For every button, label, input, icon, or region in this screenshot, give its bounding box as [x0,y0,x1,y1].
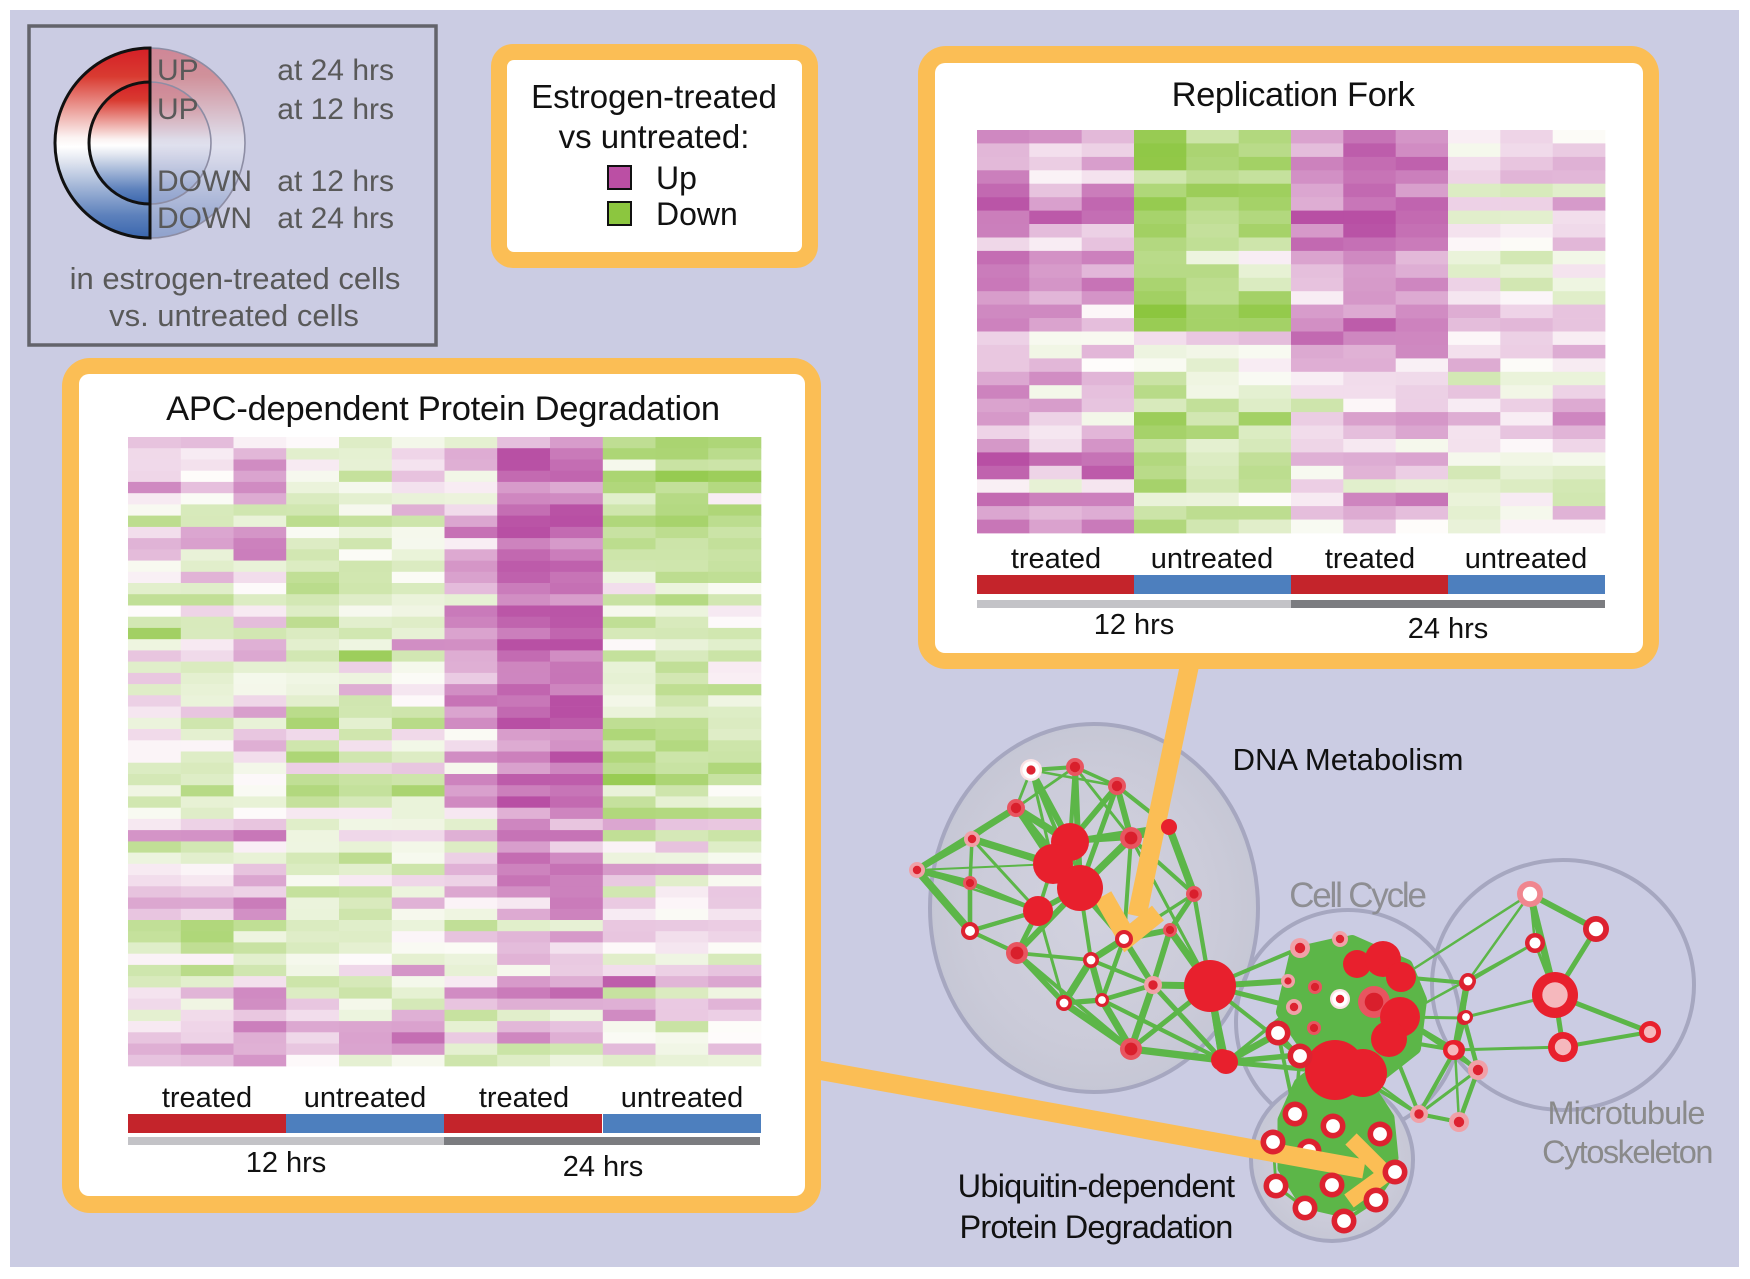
svg-text:Estrogen-treated: Estrogen-treated [531,78,777,115]
svg-text:treated: treated [162,1082,252,1114]
svg-text:Cytoskeleton: Cytoskeleton [1542,1134,1712,1170]
svg-text:treated: treated [1011,543,1101,575]
svg-text:DOWN: DOWN [157,165,252,198]
svg-text:UP: UP [157,54,199,87]
svg-text:Ubiquitin-dependent: Ubiquitin-dependent [958,1168,1235,1204]
svg-text:vs. untreated cells: vs. untreated cells [109,298,359,333]
svg-text:untreated: untreated [1151,543,1274,575]
svg-text:treated: treated [1325,543,1415,575]
svg-text:untreated: untreated [1465,543,1588,575]
svg-text:DOWN: DOWN [157,202,252,235]
svg-text:at 12 hrs: at 12 hrs [277,165,394,198]
svg-text:12 hrs: 12 hrs [246,1147,327,1179]
svg-text:at 24 hrs: at 24 hrs [277,202,394,235]
svg-text:UP: UP [157,93,199,126]
svg-text:24 hrs: 24 hrs [563,1151,644,1183]
svg-text:at 24 hrs: at 24 hrs [277,54,394,87]
svg-text:untreated: untreated [621,1082,744,1114]
svg-text:Microtubule: Microtubule [1548,1095,1705,1131]
svg-text:vs untreated:: vs untreated: [559,118,750,155]
svg-text:in estrogen-treated cells: in estrogen-treated cells [70,261,401,296]
svg-text:treated: treated [479,1082,569,1114]
svg-text:Down: Down [656,196,738,232]
svg-text:Replication Fork: Replication Fork [1172,76,1416,114]
svg-text:Cell Cycle: Cell Cycle [1289,876,1425,915]
svg-text:12 hrs: 12 hrs [1094,609,1175,641]
svg-text:DNA Metabolism: DNA Metabolism [1233,742,1464,777]
svg-text:untreated: untreated [304,1082,427,1114]
svg-text:APC-dependent Protein Degradat: APC-dependent Protein Degradation [166,390,720,428]
svg-text:at 12 hrs: at 12 hrs [277,93,394,126]
svg-text:Protein Degradation: Protein Degradation [960,1209,1233,1245]
svg-text:Up: Up [656,160,697,196]
svg-text:24 hrs: 24 hrs [1408,613,1489,645]
